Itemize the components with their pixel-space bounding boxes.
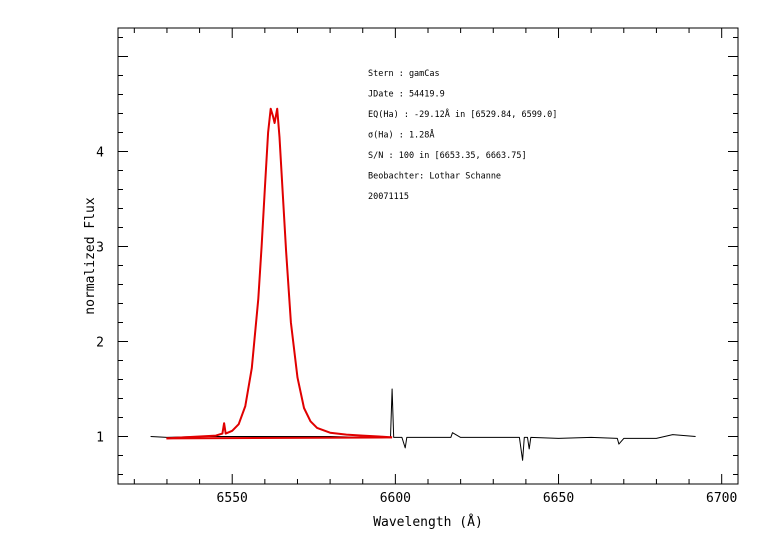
y-tick-label: 1 (96, 431, 104, 446)
info-line: S/N : 100 in [6653.35, 6663.75] (368, 151, 527, 161)
tick-labels: 6550 6600 6650 6700 1 2 3 4 (96, 146, 737, 507)
y-tick-label: 4 (96, 146, 104, 161)
info-line: σ(Ha) : 1.28Å (368, 129, 435, 141)
halpha-fit-line (166, 107, 393, 440)
x-axis-title: Wavelength (Å) (373, 514, 483, 530)
info-line: Beobachter: Lothar Schanne (368, 172, 501, 182)
series-lines (150, 107, 696, 461)
y-axis-title: normalized Flux (83, 197, 98, 315)
spectrum-line (150, 388, 696, 461)
y-tick-label: 2 (96, 336, 104, 351)
x-tick-label: 6700 (706, 491, 737, 506)
x-tick-label: 6650 (543, 491, 574, 506)
axis-ticks (118, 28, 738, 484)
info-line: 20071115 (368, 192, 409, 202)
info-line: JDate : 54419.9 (368, 90, 445, 100)
continuum-baseline (166, 436, 393, 440)
info-box: Stern : gamCas JDate : 54419.9 EQ(Ha) : -2… (368, 69, 557, 202)
x-tick-label: 6600 (380, 491, 411, 506)
info-line: Stern : gamCas (368, 69, 440, 79)
info-line: EQ(Ha) : -29.12Å in [6529.84, 6599.0] (368, 108, 557, 120)
x-tick-label: 6550 (217, 491, 248, 506)
y-tick-label: 3 (96, 241, 104, 256)
